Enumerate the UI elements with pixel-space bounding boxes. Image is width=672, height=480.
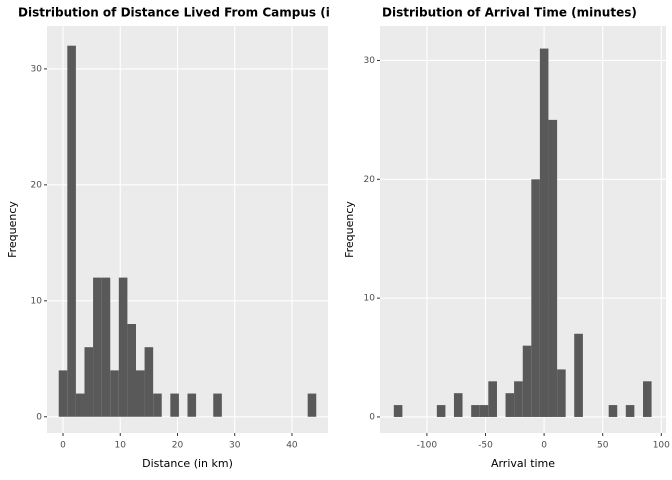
- x-tick-label: 0: [541, 441, 547, 451]
- y-tick-label: 20: [364, 175, 376, 185]
- bar: [453, 393, 463, 417]
- bar: [58, 370, 68, 417]
- x-axis-title: Arrival time: [491, 457, 555, 470]
- bar: [531, 179, 540, 417]
- y-axis-title: Frequency: [343, 201, 356, 258]
- bar: [135, 370, 145, 417]
- bar: [84, 347, 94, 417]
- bar: [557, 369, 566, 417]
- bar: [101, 277, 111, 417]
- bar: [153, 393, 162, 417]
- bar: [479, 405, 489, 417]
- chart-title: Distribution of Distance Lived From Camp…: [18, 6, 330, 20]
- bar: [608, 405, 618, 417]
- bar: [436, 405, 446, 417]
- y-tick-label: 0: [36, 412, 42, 422]
- bar: [574, 333, 583, 417]
- bar: [393, 405, 403, 417]
- y-tick-label: 20: [31, 180, 43, 190]
- chart-title: Distribution of Arrival Time (minutes): [382, 6, 637, 20]
- bar: [170, 393, 179, 417]
- bar: [522, 345, 532, 417]
- bar: [93, 277, 102, 417]
- bar: [127, 324, 136, 417]
- bar: [118, 277, 128, 417]
- bar: [488, 381, 497, 417]
- x-tick-label: 100: [653, 441, 670, 451]
- bar: [643, 381, 652, 417]
- bar: [514, 381, 523, 417]
- x-axis-title: Distance (in km): [142, 457, 233, 470]
- y-tick-label: 10: [31, 296, 43, 306]
- bar: [505, 393, 515, 417]
- bar: [539, 48, 549, 417]
- x-tick-label: -100: [417, 441, 438, 451]
- x-tick-label: 50: [597, 441, 609, 451]
- x-tick-label: 30: [229, 441, 241, 451]
- panel: 0 10 20 30 0 10 20 30 40 Distance (in km) Frequenc…: [6, 6, 330, 471]
- y-axis-title: Frequency: [6, 201, 19, 258]
- x-tick-label: 20: [172, 441, 184, 451]
- bar: [548, 119, 558, 417]
- bar: [67, 45, 76, 417]
- x-tick-label: 10: [115, 441, 127, 451]
- bar: [110, 370, 119, 417]
- x-tick-label: -50: [478, 441, 493, 451]
- bar: [213, 393, 222, 417]
- bar: [307, 393, 317, 417]
- y-tick-label: 10: [364, 294, 376, 304]
- x-tick-label: 40: [286, 441, 298, 451]
- bar: [187, 393, 197, 417]
- y-tick-label: 0: [369, 412, 375, 422]
- bar: [625, 405, 635, 417]
- bar: [471, 405, 480, 417]
- x-tick-label: 0: [60, 441, 66, 451]
- y-tick-label: 30: [364, 56, 376, 66]
- bar: [144, 347, 154, 417]
- y-tick-label: 30: [31, 64, 43, 74]
- panel: 0 10 20 30 -100 -50 0 50 100 Arrival time Frequenc…: [343, 6, 670, 471]
- bar: [75, 393, 85, 417]
